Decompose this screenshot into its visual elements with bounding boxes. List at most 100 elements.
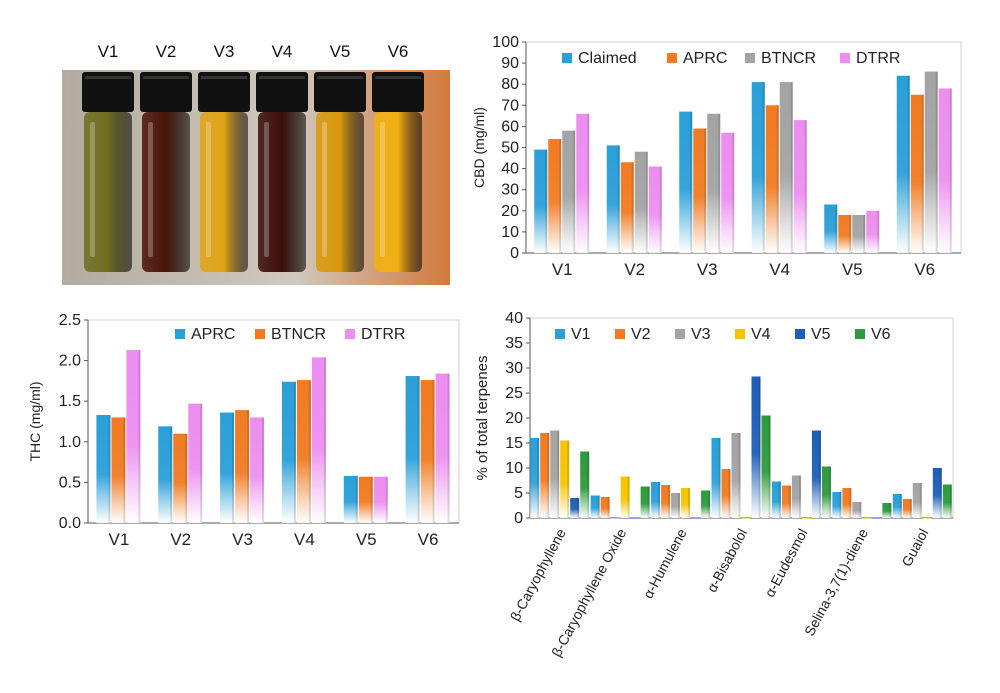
bar-aprc-4 bbox=[838, 215, 852, 253]
bar-dtrr-0 bbox=[576, 113, 590, 254]
bar-shade bbox=[877, 210, 880, 253]
y-tick-label: 70 bbox=[501, 97, 519, 114]
bar-shade bbox=[788, 485, 791, 518]
x-tick-label: V1 bbox=[109, 530, 130, 549]
bar-shade bbox=[559, 139, 562, 253]
bar-v3-2 bbox=[671, 493, 681, 518]
bar-shade bbox=[704, 128, 707, 253]
vial-cap bbox=[140, 72, 192, 112]
y-tick-label: 1.0 bbox=[59, 434, 81, 451]
legend-swatch-aprc bbox=[667, 53, 677, 63]
bar-dtrr-3 bbox=[793, 120, 807, 253]
bar-shade bbox=[690, 111, 693, 253]
bar-v5-4 bbox=[811, 430, 821, 518]
plot-area bbox=[525, 41, 962, 254]
bar-v3-0 bbox=[550, 430, 560, 518]
bar-shade bbox=[859, 502, 862, 518]
vial-label: V5 bbox=[329, 42, 351, 61]
bar-shade bbox=[627, 476, 630, 518]
bar-shade bbox=[597, 495, 600, 518]
bar-shade bbox=[935, 71, 938, 253]
vial bbox=[372, 72, 424, 272]
legend-swatch-v2 bbox=[615, 329, 625, 339]
bar-v1-3 bbox=[711, 438, 721, 518]
bar-v2-6 bbox=[902, 499, 912, 518]
bar-v2-3 bbox=[721, 469, 731, 518]
vial bbox=[82, 72, 134, 272]
bar-shade bbox=[417, 376, 420, 523]
bar-shade bbox=[247, 410, 250, 523]
bar-btncr-3 bbox=[296, 380, 311, 523]
bar-dtrr-4 bbox=[866, 210, 880, 253]
bar-v1-6 bbox=[892, 494, 902, 518]
legend-label-v2: V2 bbox=[631, 326, 651, 343]
bar-shade bbox=[262, 417, 265, 523]
bar-shade bbox=[232, 412, 235, 523]
bar-v1-0 bbox=[530, 438, 540, 518]
bar-shade bbox=[790, 82, 793, 253]
bar-shade bbox=[849, 215, 852, 253]
bar-v3-3 bbox=[731, 433, 741, 518]
vial-cap bbox=[256, 72, 308, 112]
bar-v5-0 bbox=[570, 498, 580, 518]
bar-shade bbox=[678, 493, 681, 518]
bar-shade bbox=[778, 481, 781, 518]
bar-btncr-2 bbox=[235, 410, 250, 523]
y-tick-label: 35 bbox=[505, 335, 523, 352]
bar-v1-5 bbox=[832, 492, 842, 518]
legend-swatch-v6 bbox=[855, 329, 865, 339]
legend-swatch-aprc bbox=[175, 329, 185, 339]
y-tick-label: 2.0 bbox=[59, 353, 81, 370]
bar-shade bbox=[447, 373, 450, 523]
legend-label-aprc: APRC bbox=[191, 326, 235, 343]
x-tick-label: Selina-3,7(1)-diene bbox=[801, 526, 871, 639]
legend-label-v1: V1 bbox=[571, 326, 591, 343]
bar-shade bbox=[617, 145, 620, 253]
legend-label-v4: V4 bbox=[751, 326, 771, 343]
bar-btncr-4 bbox=[358, 476, 373, 523]
bar-shade bbox=[577, 498, 580, 518]
bar-shade bbox=[688, 488, 691, 518]
vial-liquid bbox=[374, 112, 422, 272]
y-axis-label: % of total terpenes bbox=[474, 355, 491, 480]
bar-shade bbox=[587, 451, 590, 518]
bar-shade bbox=[798, 475, 801, 518]
y-tick-label: 15 bbox=[505, 435, 523, 452]
y-tick-label: 0 bbox=[510, 245, 519, 262]
bar-shade bbox=[108, 415, 111, 523]
x-tick-label: β-Caryophyllene bbox=[507, 526, 569, 624]
legend-swatch-dtrr bbox=[840, 53, 850, 63]
bar-v3-5 bbox=[852, 502, 862, 518]
bar-v3-6 bbox=[912, 483, 922, 518]
bar-v3-1 bbox=[610, 518, 620, 519]
bar-dtrr-0 bbox=[126, 350, 141, 523]
bar-shade bbox=[308, 380, 311, 523]
x-tick-label: V3 bbox=[697, 260, 718, 279]
bar-claimed-3 bbox=[751, 82, 765, 253]
bar-btncr-5 bbox=[420, 380, 435, 523]
legend-label-v6: V6 bbox=[871, 326, 891, 343]
bar-dtrr-2 bbox=[721, 132, 735, 253]
bar-shade bbox=[718, 438, 721, 518]
bar-btncr-1 bbox=[634, 151, 648, 253]
plot-area bbox=[529, 317, 954, 519]
bar-shade bbox=[659, 166, 662, 253]
bar-shade bbox=[573, 130, 576, 253]
legend-swatch-btncr bbox=[745, 53, 755, 63]
bar-dtrr-5 bbox=[435, 373, 450, 523]
bar-shade bbox=[537, 438, 540, 518]
bar-v6-6 bbox=[942, 484, 952, 518]
bar-shade bbox=[385, 476, 388, 523]
legend-label-dtrr: DTRR bbox=[361, 326, 405, 343]
bar-shade bbox=[889, 503, 892, 518]
plot-area bbox=[87, 319, 460, 524]
y-tick-label: 10 bbox=[501, 224, 519, 241]
bar-v5-1 bbox=[630, 518, 640, 519]
vial-label: V3 bbox=[213, 42, 235, 61]
bar-dtrr-5 bbox=[938, 88, 952, 253]
bar-aprc-5 bbox=[405, 376, 420, 523]
bar-shade bbox=[909, 499, 912, 518]
bar-shade bbox=[818, 430, 821, 518]
bar-v1-2 bbox=[651, 482, 661, 518]
vial-label: V2 bbox=[155, 42, 177, 61]
